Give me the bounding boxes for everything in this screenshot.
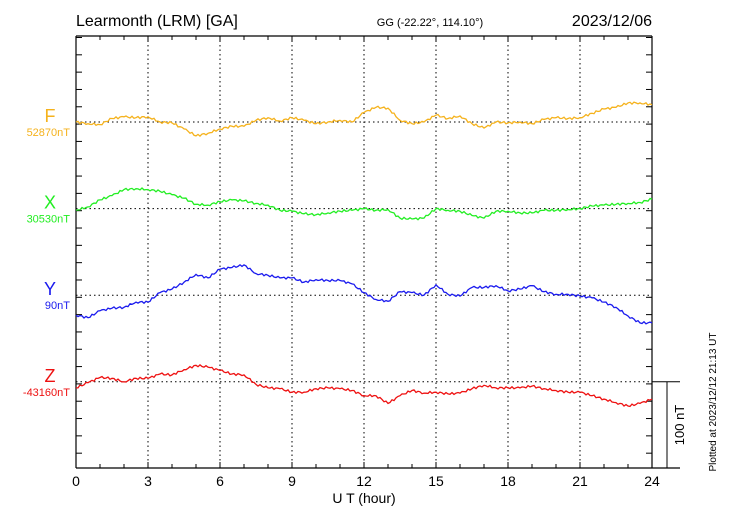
baseline-label-y: 90nT [45,300,70,312]
x-axis-label: U T (hour) [332,490,395,506]
series-name-f: F [45,106,56,126]
chart-title: Learmonth (LRM) [GA] [76,13,238,30]
x-tick-label: 6 [216,473,224,489]
series-line-f [75,101,653,137]
axes: 0 3 6 9 12 15 18 21 24 [72,35,680,489]
scale-bar-label: 100 nT [672,405,687,446]
series-name-y: Y [44,279,56,299]
series-name-x: X [44,193,56,213]
x-tick-label: 9 [288,473,296,489]
x-tick-label: 15 [428,473,444,489]
series-name-z: Z [45,366,56,386]
x-tick-label: 24 [644,473,660,489]
coordinates-label: GG (-22.22°, 114.10°) [377,17,483,29]
x-tick-label: 0 [72,473,80,489]
series-line-z [76,364,653,408]
series-group [75,101,653,408]
baseline-label-x: 30530nT [27,214,71,226]
date-label: 2023/12/06 [572,13,652,30]
x-tick-label: 12 [356,473,372,489]
x-tick-label: 21 [572,473,588,489]
baseline-label-f: 52870nT [27,127,71,139]
series-line-x [75,187,653,221]
x-tick-label: 18 [500,473,516,489]
plotted-note: Plotted at 2023/12/12 21:13 UT [708,333,719,472]
grid [76,36,652,468]
baseline-label-z: -43160nT [23,387,70,399]
x-tick-label: 3 [144,473,152,489]
series-line-y [75,263,653,325]
